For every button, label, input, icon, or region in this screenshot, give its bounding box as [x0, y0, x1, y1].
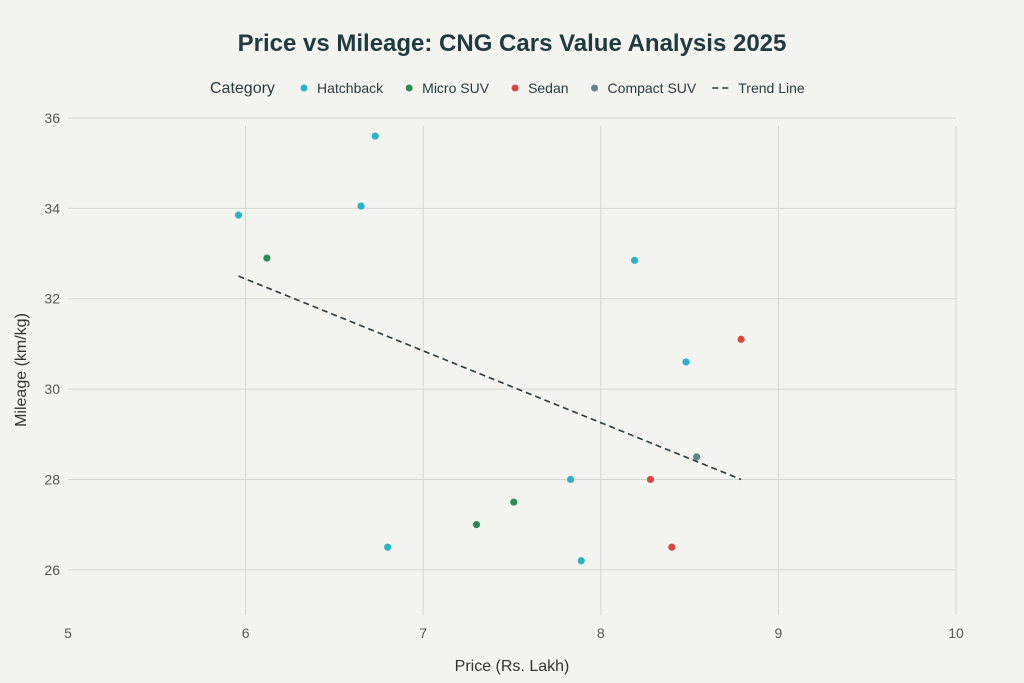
x-tick-label: 10	[948, 625, 964, 641]
x-axis-label: Price (Rs. Lakh)	[455, 658, 570, 675]
legend-marker-sedan	[511, 84, 519, 92]
point-compact-suv	[693, 453, 701, 461]
legend: Category Hatchback Micro SUV Sedan Compact …	[210, 80, 805, 97]
point-micro-suv	[263, 254, 271, 262]
y-tick-label: 26	[44, 562, 60, 578]
legend-label-trend-line: Trend Line	[738, 80, 805, 96]
point-hatchback	[357, 202, 365, 210]
legend-label-hatchback: Hatchback	[317, 80, 384, 96]
y-tick-label: 34	[44, 200, 60, 216]
y-axis-label: Mileage (km/kg)	[13, 313, 30, 427]
y-axis-ticks: 26 28 30 32 34 36	[44, 110, 60, 578]
point-hatchback	[371, 132, 379, 140]
grid	[68, 117, 957, 615]
point-hatchback	[234, 211, 243, 219]
legend-label-micro-suv: Micro SUV	[422, 80, 490, 96]
legend-title: Category	[210, 80, 275, 97]
point-sedan	[646, 475, 655, 484]
legend-marker-compact-suv	[591, 84, 599, 92]
point-micro-suv	[510, 498, 518, 506]
legend-marker-micro-suv	[405, 84, 413, 92]
y-tick-label: 32	[44, 291, 60, 307]
trend-line	[238, 275, 742, 481]
data-points	[234, 132, 745, 565]
x-tick-label: 6	[242, 625, 250, 641]
chart-title: Price vs Mileage: CNG Cars Value Analysi…	[238, 30, 787, 57]
point-hatchback	[384, 543, 392, 551]
x-axis-ticks: 5 6 7 8 9 10	[64, 625, 964, 641]
legend-label-sedan: Sedan	[528, 80, 568, 96]
x-tick-label: 8	[597, 625, 605, 641]
y-tick-label: 28	[44, 471, 60, 487]
legend-label-compact-suv: Compact SUV	[608, 80, 697, 96]
point-hatchback	[567, 475, 575, 484]
x-tick-label: 7	[419, 625, 427, 641]
point-sedan	[668, 543, 676, 551]
x-tick-label: 5	[64, 625, 72, 641]
point-sedan	[737, 335, 745, 343]
point-micro-suv	[472, 521, 481, 529]
y-tick-label: 36	[44, 110, 60, 126]
y-tick-label: 30	[44, 381, 60, 397]
point-hatchback	[577, 557, 585, 565]
x-tick-label: 9	[775, 625, 783, 641]
legend-marker-hatchback	[300, 84, 308, 92]
trend-line-layer	[238, 275, 742, 481]
point-hatchback	[682, 358, 690, 366]
point-hatchback	[630, 256, 639, 264]
